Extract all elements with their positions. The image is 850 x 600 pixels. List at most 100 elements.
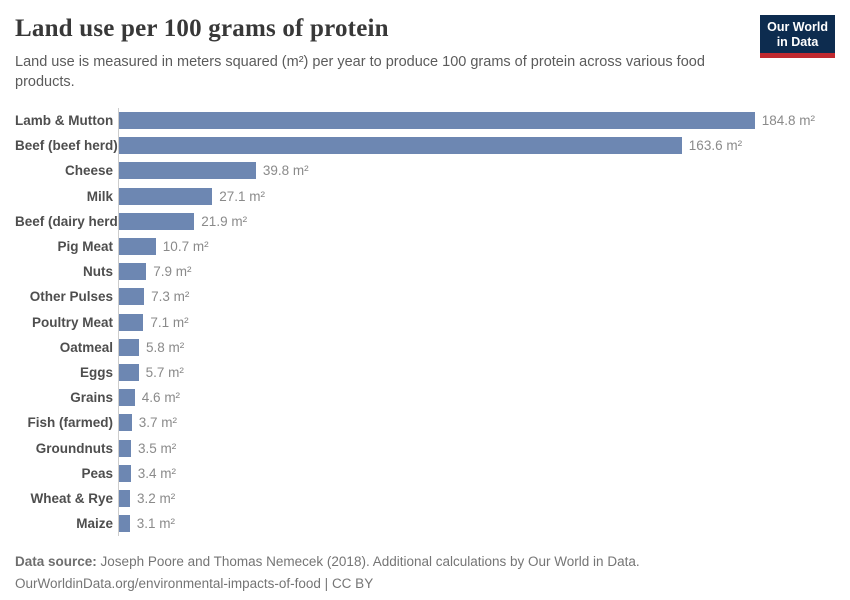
license-text: CC BY	[331, 576, 374, 592]
bar-track: 7.3 m²	[118, 284, 850, 310]
category-label: Lamb & Mutton	[15, 113, 114, 129]
value-label: 3.4 m²	[137, 465, 176, 481]
bar-track: 7.1 m²	[118, 309, 850, 335]
source-line: Data source: Joseph Poore and Thomas Nem…	[15, 551, 835, 573]
category-label: Nuts	[83, 264, 113, 280]
bar[interactable]	[119, 288, 145, 306]
bar[interactable]	[119, 338, 139, 356]
category-label: Peas	[81, 465, 113, 481]
value-label: 4.6 m²	[141, 390, 181, 406]
bar-row: Eggs 5.7 m²	[15, 359, 850, 386]
footer-separator: |	[324, 576, 329, 592]
value-label: 5.8 m²	[146, 339, 185, 355]
bar-row: Nuts 7.9 m²	[15, 259, 850, 285]
bar[interactable]	[119, 212, 195, 230]
bar[interactable]	[119, 112, 755, 130]
category-label: Maize	[76, 516, 113, 532]
category-label: Pig Meat	[57, 239, 113, 255]
chart-footer: Data source: Joseph Poore and Thomas Nem…	[15, 551, 835, 595]
value-label: 3.2 m²	[137, 490, 176, 506]
bar-track: 21.9 m²	[118, 208, 850, 234]
bar[interactable]	[119, 137, 682, 155]
bar[interactable]	[119, 263, 147, 281]
value-label: 27.1 m²	[219, 188, 265, 204]
bar-row: Beef (dairy herd) 21.9 m²	[15, 208, 850, 234]
category-label: Wheat & Rye	[30, 490, 113, 506]
category-label: Poultry Meat	[31, 314, 113, 330]
category-label: Milk	[86, 188, 113, 204]
bar[interactable]	[119, 313, 144, 331]
value-label: 7.1 m²	[150, 314, 189, 330]
bar-track: 5.8 m²	[118, 334, 850, 360]
category-label: Oatmeal	[59, 339, 113, 355]
bar-row: Oatmeal 5.8 m²	[15, 334, 850, 360]
category-label: Cheese	[64, 163, 113, 179]
value-label: 3.1 m²	[136, 516, 175, 532]
bar-row: Lamb & Mutton 184.8 m²	[15, 108, 850, 134]
owid-logo-line2: in Data	[776, 34, 819, 49]
bar-track: 3.7 m²	[118, 410, 850, 436]
bar-row: Poultry Meat 7.1 m²	[15, 309, 850, 335]
bar-track: 184.8 m²	[118, 108, 850, 134]
bar-track: 39.8 m²	[118, 158, 850, 184]
value-label: 3.7 m²	[138, 415, 177, 431]
bar-track: 3.2 m²	[118, 485, 850, 511]
bar-row: Wheat & Rye 3.2 m²	[15, 485, 850, 511]
bar-track: 163.6 m²	[118, 133, 850, 159]
bar-row: Groundnuts 3.5 m²	[15, 435, 850, 461]
bar[interactable]	[119, 489, 130, 507]
bar[interactable]	[119, 389, 135, 407]
bar-chart: Lamb & Mutton 184.8 m² Beef (beef herd) 163…	[15, 108, 850, 537]
bar[interactable]	[119, 515, 130, 533]
bar-row: Pig Meat 10.7 m²	[15, 233, 850, 260]
footer-url[interactable]: OurWorldinData.org/environmental-impacts…	[15, 576, 321, 592]
header-text: Land use per 100 grams of protein Land u…	[15, 15, 715, 92]
source-text: Joseph Poore and Thomas Nemecek (2018). …	[100, 554, 640, 570]
value-label: 184.8 m²	[761, 113, 815, 129]
bar-row: Grains 4.6 m²	[15, 385, 850, 411]
bar-track: 3.5 m²	[118, 435, 850, 461]
bar-track: 4.6 m²	[118, 385, 850, 411]
value-label: 39.8 m²	[262, 163, 309, 179]
source-label: Data source:	[15, 554, 97, 570]
bar[interactable]	[119, 162, 256, 180]
value-label: 10.7 m²	[162, 239, 209, 255]
category-label: Fish (farmed)	[27, 415, 113, 431]
bar-row: Cheese 39.8 m²	[15, 158, 850, 184]
bar[interactable]	[119, 363, 139, 381]
bar-row: Fish (farmed) 3.7 m²	[15, 410, 850, 436]
bar-track: 3.1 m²	[118, 511, 850, 537]
category-label: Eggs	[79, 364, 113, 380]
chart-subtitle: Land use is measured in meters squared (…	[15, 54, 705, 90]
bar-track: 7.9 m²	[118, 259, 850, 285]
bar-row: Maize 3.1 m²	[15, 511, 850, 537]
bar[interactable]	[119, 439, 131, 457]
category-label: Beef (beef herd)	[15, 138, 118, 154]
bar-row: Peas 3.4 m²	[15, 460, 850, 486]
bar-track: 10.7 m²	[118, 233, 850, 260]
value-label: 7.3 m²	[151, 289, 190, 305]
bar-row: Beef (beef herd) 163.6 m²	[15, 133, 850, 159]
bar[interactable]	[119, 464, 131, 482]
category-label: Beef (dairy herd)	[15, 213, 123, 229]
value-label: 163.6 m²	[688, 138, 743, 154]
owid-logo[interactable]: Our World in Data	[760, 15, 835, 58]
value-label: 7.9 m²	[153, 264, 192, 280]
bar[interactable]	[119, 414, 132, 432]
chart-header: Land use per 100 grams of protein Land u…	[0, 0, 850, 92]
bar[interactable]	[119, 238, 156, 256]
bar-row: Milk 27.1 m²	[15, 183, 850, 209]
value-label: 5.7 m²	[145, 364, 184, 380]
bar-row: Other Pulses 7.3 m²	[15, 284, 850, 310]
bar-track: 5.7 m²	[118, 359, 850, 386]
page-title: Land use per 100 grams of protein	[15, 15, 389, 42]
category-label: Grains	[70, 390, 113, 406]
value-label: 21.9 m²	[201, 213, 248, 229]
bar-track: 27.1 m²	[118, 183, 850, 209]
bar[interactable]	[119, 187, 213, 205]
category-label: Other Pulses	[29, 289, 113, 305]
bar-track: 3.4 m²	[118, 460, 850, 486]
category-label: Groundnuts	[35, 440, 113, 456]
owid-logo-line1: Our World	[767, 20, 828, 34]
